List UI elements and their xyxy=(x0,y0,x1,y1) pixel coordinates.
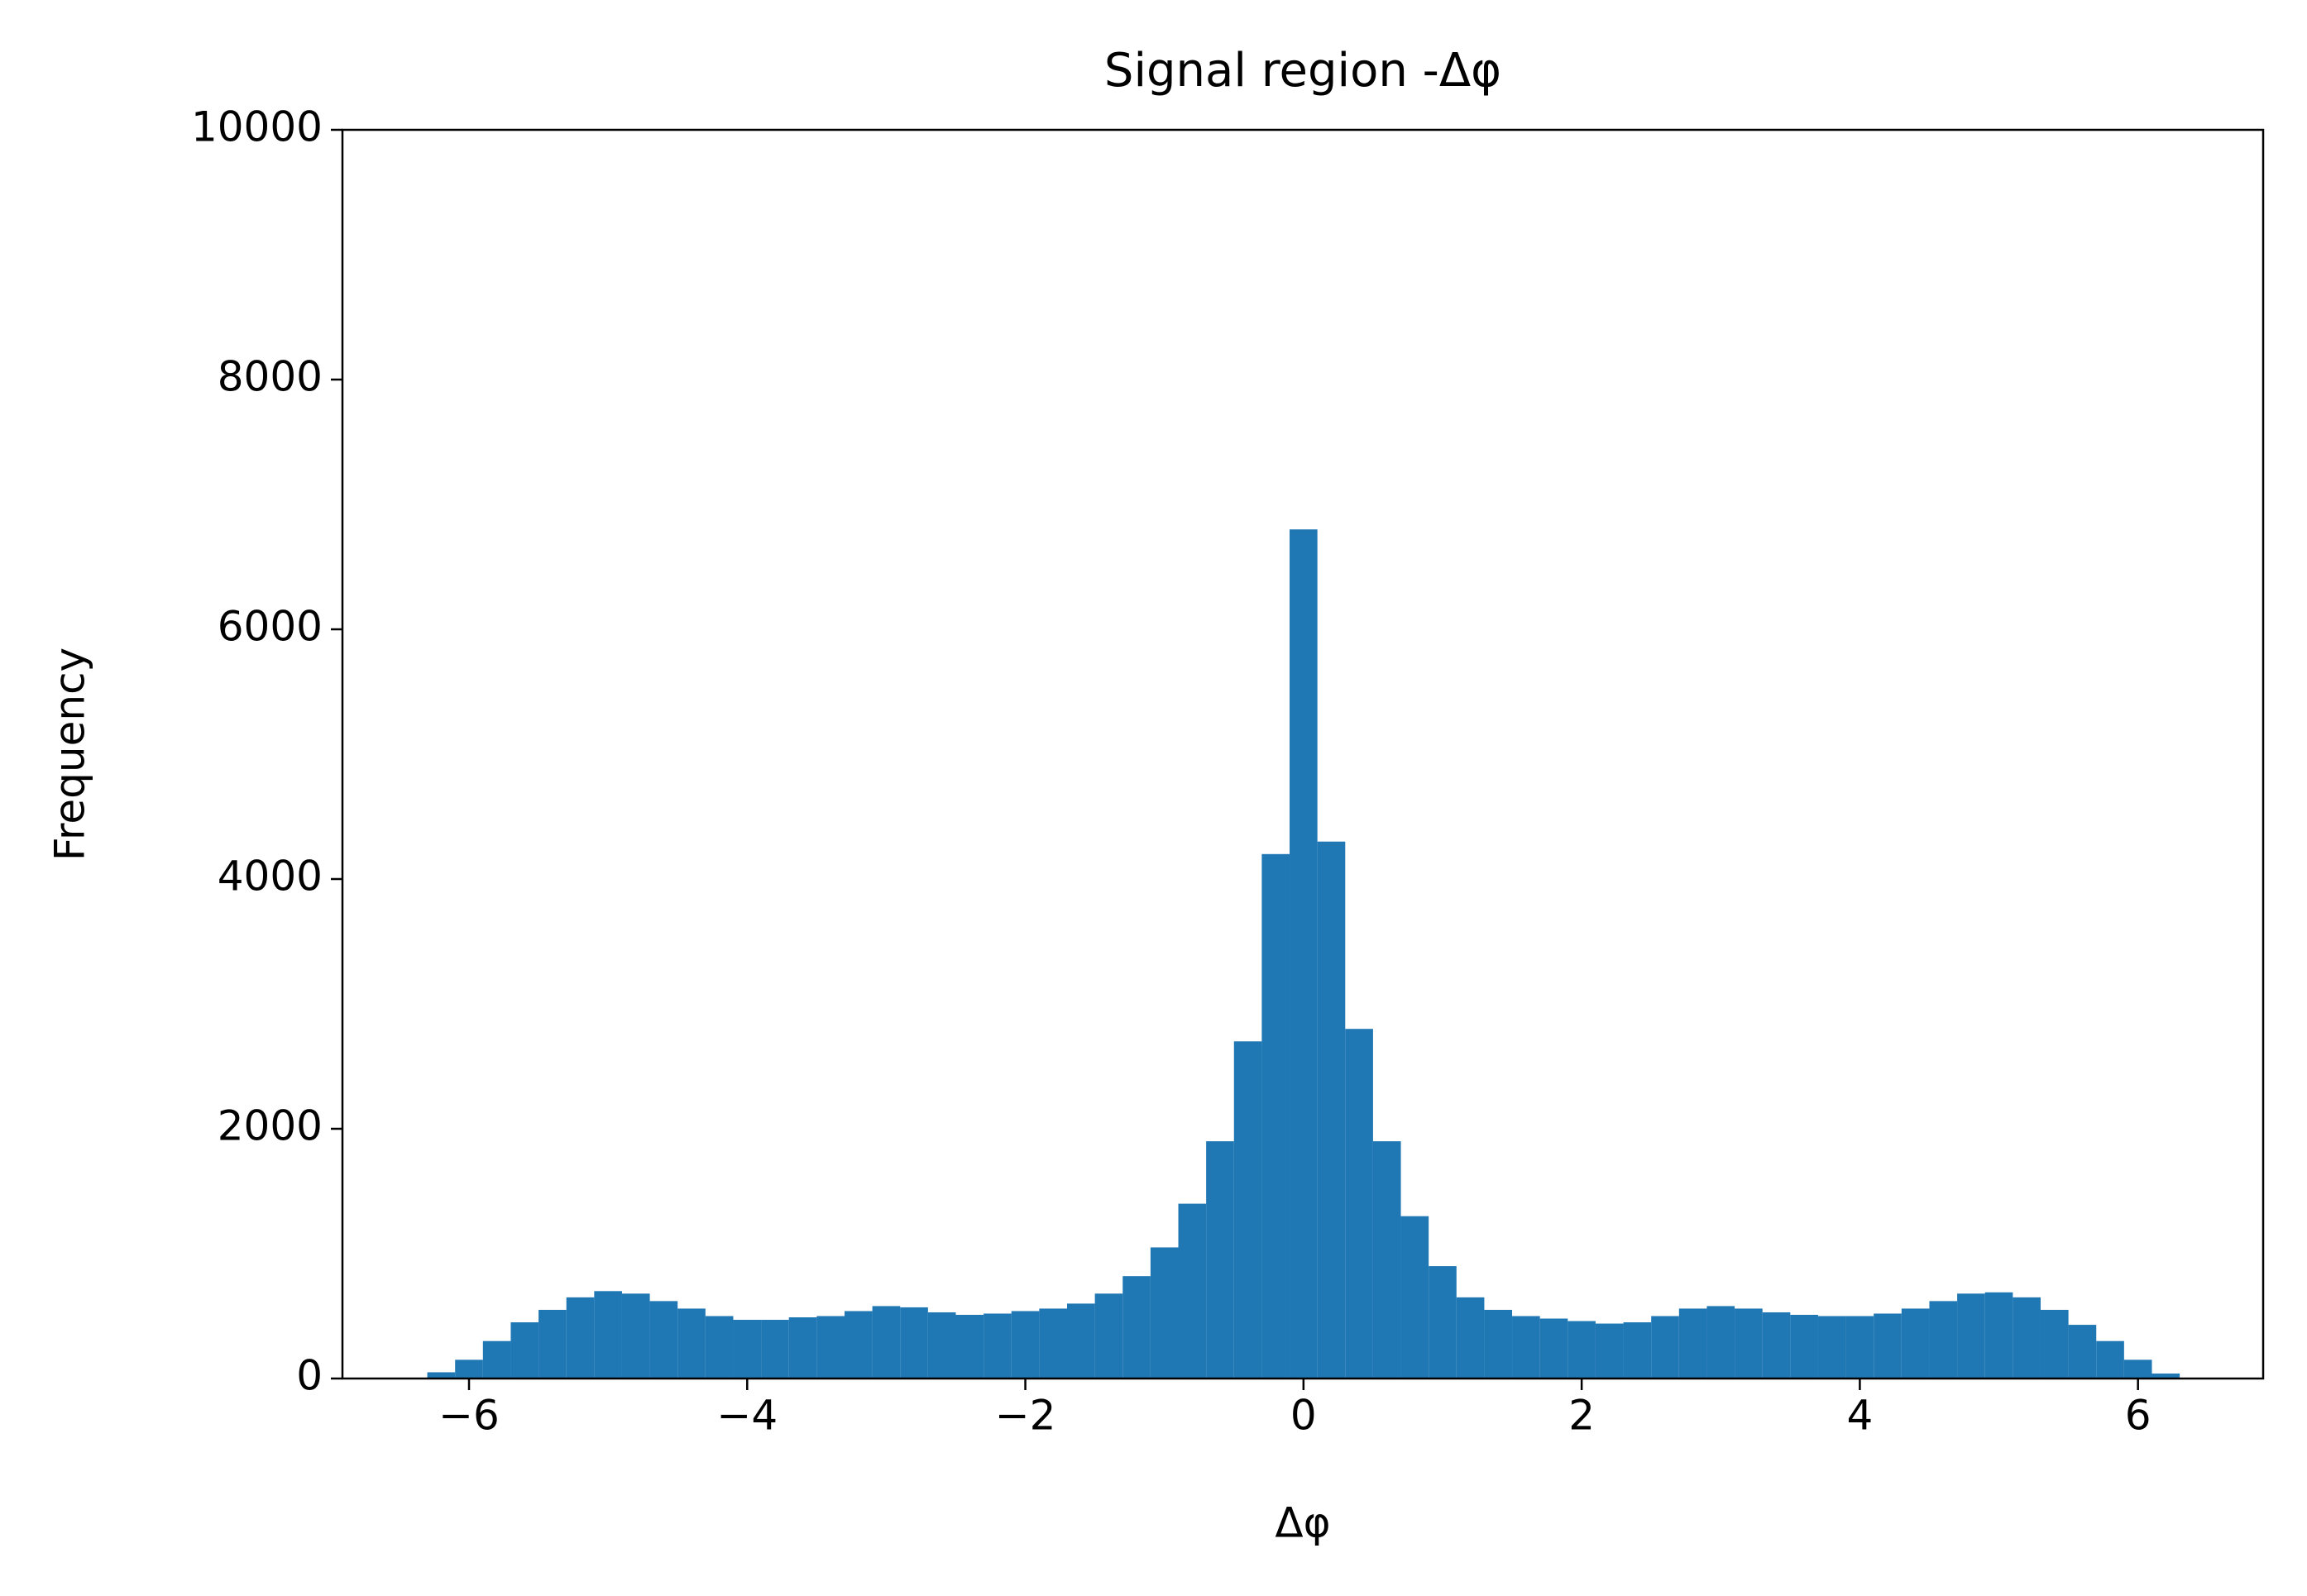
bar xyxy=(1429,1266,1457,1379)
bar xyxy=(1011,1311,1040,1379)
bar xyxy=(594,1291,622,1379)
bar xyxy=(1957,1293,1985,1379)
bar xyxy=(1484,1309,1513,1379)
bar xyxy=(1345,1029,1373,1379)
bar xyxy=(1150,1247,1179,1379)
bar xyxy=(1261,853,1290,1379)
bar xyxy=(2151,1373,2180,1379)
bar xyxy=(1735,1308,1763,1379)
bar xyxy=(1706,1306,1735,1379)
bar xyxy=(1901,1308,1930,1379)
bar xyxy=(2068,1325,2097,1379)
bar xyxy=(927,1312,956,1379)
x-tick-label: −4 xyxy=(716,1392,778,1440)
bar xyxy=(1762,1312,1791,1379)
bar xyxy=(1568,1321,1596,1379)
bar xyxy=(538,1309,567,1379)
bar xyxy=(649,1301,678,1379)
bar xyxy=(1678,1308,1707,1379)
y-tick-label: 2000 xyxy=(218,1102,323,1150)
bar xyxy=(1595,1323,1624,1379)
bar xyxy=(427,1372,456,1379)
bar xyxy=(1400,1216,1429,1379)
x-tick-label: −2 xyxy=(995,1392,1056,1440)
bar xyxy=(816,1316,845,1379)
x-tick-label: 2 xyxy=(1568,1392,1595,1440)
bar xyxy=(2040,1309,2069,1379)
bar xyxy=(1317,841,1346,1379)
x-axis-label: Δφ xyxy=(1275,1499,1330,1547)
bar xyxy=(1845,1316,1874,1379)
bar xyxy=(788,1317,817,1379)
y-tick-label: 4000 xyxy=(218,853,323,901)
bar xyxy=(455,1359,483,1379)
bar xyxy=(510,1322,539,1379)
bar xyxy=(1790,1314,1818,1379)
bar xyxy=(1539,1318,1568,1379)
bar xyxy=(1372,1141,1401,1379)
bar xyxy=(1512,1316,1540,1379)
bar xyxy=(621,1293,650,1379)
bar xyxy=(482,1340,511,1379)
bar xyxy=(844,1311,873,1379)
bar xyxy=(1651,1316,1679,1379)
x-tick-label: 0 xyxy=(1290,1392,1317,1440)
bar xyxy=(955,1314,984,1379)
bar xyxy=(733,1320,762,1379)
bar xyxy=(2096,1340,2124,1379)
y-tick-label: 6000 xyxy=(218,603,323,651)
bar xyxy=(984,1313,1012,1379)
bar xyxy=(2013,1297,2041,1379)
y-tick-label: 10000 xyxy=(191,103,323,151)
bar xyxy=(1233,1041,1262,1379)
bar xyxy=(566,1297,595,1379)
bar xyxy=(1067,1303,1095,1379)
bar xyxy=(1178,1203,1207,1379)
x-tick-label: 4 xyxy=(1846,1392,1873,1440)
bar xyxy=(761,1320,789,1379)
y-axis-label: Frequency xyxy=(46,647,94,861)
bar xyxy=(1456,1297,1485,1379)
bar xyxy=(1623,1322,1652,1379)
bar xyxy=(1984,1292,2013,1379)
x-tick-label: −6 xyxy=(438,1392,500,1440)
bar xyxy=(677,1308,706,1379)
bar xyxy=(705,1316,734,1379)
bar xyxy=(1817,1316,1846,1379)
bar xyxy=(1094,1293,1123,1379)
x-tick-label: 6 xyxy=(2125,1392,2151,1440)
bar xyxy=(1206,1141,1234,1379)
bar xyxy=(900,1307,928,1379)
bar xyxy=(2123,1359,2152,1379)
y-tick-label: 0 xyxy=(296,1352,323,1400)
bar xyxy=(1039,1308,1068,1379)
bar xyxy=(1290,529,1318,1379)
chart-title: Signal region -Δφ xyxy=(1104,44,1501,98)
y-tick-label: 8000 xyxy=(218,353,323,401)
bar xyxy=(1122,1276,1151,1379)
bar xyxy=(1874,1313,1902,1379)
bar xyxy=(1929,1301,1958,1379)
bar xyxy=(872,1306,901,1379)
